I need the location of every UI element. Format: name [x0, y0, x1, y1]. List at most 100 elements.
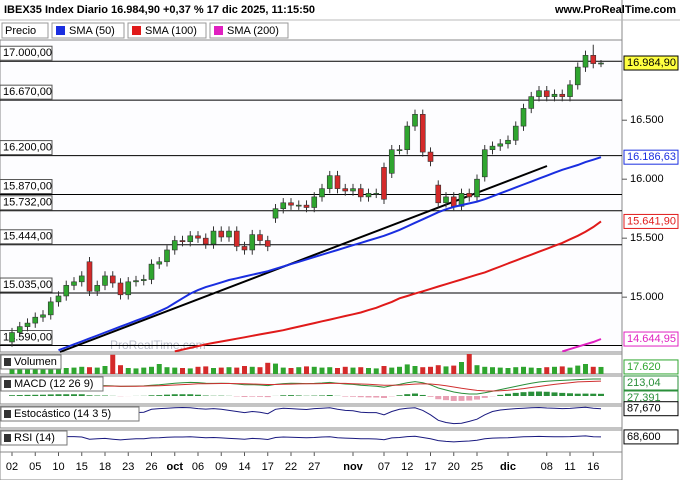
panel-icon — [4, 434, 11, 442]
volume-bar — [583, 364, 588, 374]
legend-swatch — [132, 26, 141, 35]
panel-icon — [4, 410, 11, 418]
x-tick-label: 14 — [238, 461, 250, 473]
value-box — [623, 55, 679, 71]
macd-histogram-bar — [264, 396, 271, 398]
candle-body — [295, 204, 302, 207]
level-label-box — [0, 84, 53, 100]
candle-body — [481, 149, 488, 178]
candle-body — [427, 151, 434, 162]
volume-bar — [118, 365, 123, 374]
volume-bar — [296, 367, 302, 374]
x-tick-label: 11 — [564, 461, 575, 473]
volume-bar — [466, 354, 472, 374]
candle-body — [381, 167, 387, 200]
macd-histogram-bar — [55, 394, 62, 396]
volume-bar — [544, 367, 550, 374]
value-box — [623, 213, 679, 229]
candle-body — [536, 90, 542, 97]
volume-bar — [389, 367, 395, 374]
value-box — [623, 331, 679, 347]
volume-bar — [404, 364, 410, 374]
panel-title: MACD (12 26 9) — [14, 378, 93, 390]
candle-body — [71, 281, 77, 286]
candle-body — [16, 326, 23, 333]
candle-body — [280, 202, 287, 209]
macd-histogram-bar — [427, 396, 434, 397]
level-label: 16.200,00 — [3, 142, 52, 154]
y-tick-label: 16.000 — [630, 173, 664, 185]
legend-label: SMA (200) — [227, 25, 279, 37]
volume-bar — [9, 366, 15, 374]
legend-swatch — [56, 26, 65, 35]
candle-body — [202, 237, 209, 245]
panel-title: Estocástico (14 3 5) — [14, 408, 111, 420]
sma-line — [174, 220, 602, 353]
volume-bar — [48, 366, 54, 374]
macd-histogram-bar — [365, 396, 372, 398]
candle-body — [94, 285, 101, 292]
candle-body — [582, 55, 589, 68]
macd-histogram-bar — [458, 396, 465, 401]
value-box — [623, 359, 679, 375]
volume-bar — [311, 366, 317, 374]
macd-histogram-bar — [280, 395, 287, 396]
legend-label: SMA (50) — [69, 25, 115, 37]
volume-bar — [226, 367, 232, 374]
panel-title: Volumen — [14, 356, 57, 368]
volume-bar — [280, 367, 286, 374]
volume-bar — [79, 366, 85, 374]
level-label-box — [0, 140, 53, 156]
volume-bar — [505, 368, 511, 374]
x-tick-label: 09 — [215, 461, 227, 473]
volume-bar — [552, 366, 557, 374]
panel-icon — [4, 380, 11, 388]
candle-body — [288, 202, 294, 206]
macd-histogram-bar — [179, 394, 186, 396]
x-tick-label: nov — [343, 461, 363, 473]
volume-bar — [211, 368, 216, 374]
macd-histogram-bar — [520, 392, 527, 396]
x-tick-label: 17 — [424, 461, 436, 473]
macd-line — [11, 380, 602, 392]
level-label-box — [0, 179, 53, 195]
volume-bar — [490, 367, 495, 374]
candle-body — [47, 301, 54, 316]
volume-bar — [342, 366, 348, 374]
volume-bar — [156, 364, 162, 374]
source: www.ProRealTime.com — [554, 4, 676, 16]
macd-histogram-bar — [16, 395, 23, 396]
candle-body — [102, 275, 108, 286]
x-tick-label: 15 — [76, 461, 88, 473]
indicator-line — [11, 435, 602, 443]
candle-body — [195, 235, 201, 239]
macd-histogram-bar — [171, 394, 178, 396]
macd-histogram-bar — [288, 395, 294, 396]
candle-body — [117, 282, 124, 296]
volume-bar — [63, 368, 69, 374]
candle-body — [210, 230, 217, 245]
panel-title-box — [0, 376, 104, 392]
volume-bar — [559, 366, 565, 374]
panel-title-box — [0, 406, 140, 422]
volume-bar — [273, 363, 278, 374]
candle-body — [458, 193, 465, 207]
panel-title-box — [0, 430, 68, 446]
chart-subtitle: 16.984,90 +0,37 % 17 dic 2025, 11:15:50 — [111, 4, 315, 16]
x-tick-label: 02 — [6, 461, 18, 473]
macd-histogram-bar — [295, 395, 302, 396]
volume-bar — [482, 366, 488, 374]
macd-histogram-bar — [543, 391, 550, 396]
candle-body — [179, 240, 186, 243]
volume-bar — [428, 366, 433, 374]
macd-histogram-bar — [536, 391, 542, 396]
value-box — [623, 429, 679, 445]
macd-histogram-bar — [466, 396, 473, 401]
volume-bar — [420, 367, 426, 374]
macd-histogram-bar — [32, 394, 39, 396]
candle-body — [334, 175, 341, 189]
level-label: 15.035,00 — [3, 279, 52, 291]
candle-body — [598, 62, 604, 65]
volume-bar — [249, 366, 255, 374]
